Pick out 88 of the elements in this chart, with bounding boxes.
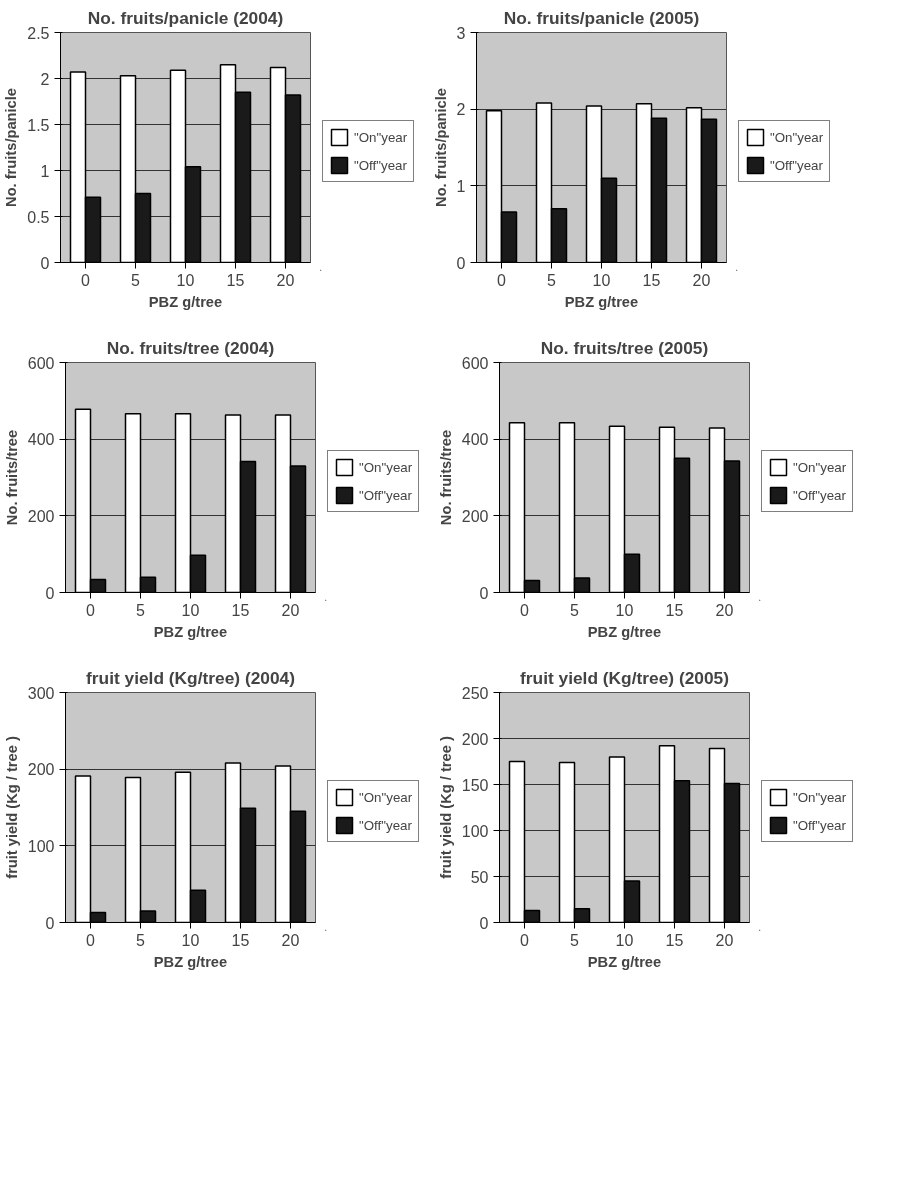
y-axis-title: No. fruits/tree xyxy=(3,429,20,526)
y-tick-label: 300 xyxy=(27,684,55,702)
chart-title: No. fruits/tree (2005) xyxy=(540,337,709,358)
y-tick-label: 250 xyxy=(461,684,489,702)
x-tick-label: 5 xyxy=(570,931,580,949)
y-axis-title: No. fruits/panicle xyxy=(432,88,449,207)
x-axis-title: PBZ g/tree xyxy=(153,953,228,970)
x-tick-label: 15 xyxy=(642,271,661,289)
x-tick-label: 15 xyxy=(226,271,245,289)
y-tick-label: 0 xyxy=(479,584,489,602)
y-tick-label: 600 xyxy=(461,354,489,372)
y-tick-label: 1 xyxy=(40,162,50,180)
y-tick-label: 3 xyxy=(456,24,466,42)
x-axis-title: PBZ g/tree xyxy=(564,293,639,310)
y-tick-label: 0.5 xyxy=(27,208,50,226)
x-tick-label: 10 xyxy=(615,601,634,619)
x-tick-label: 20 xyxy=(281,931,300,949)
x-axis-title: PBZ g/tree xyxy=(587,623,662,640)
x-tick-label: 5 xyxy=(136,931,146,949)
y-tick-label: 200 xyxy=(461,507,489,525)
legend-label: "On"year xyxy=(793,459,847,475)
y-tick-label: 0 xyxy=(456,254,466,272)
y-axis-title: fruit yield (Kg / tree ) xyxy=(437,736,454,879)
x-tick-label: 20 xyxy=(276,271,295,289)
legend-label: "Off"year xyxy=(354,157,407,173)
y-axis-title: fruit yield (Kg / tree ) xyxy=(3,736,20,879)
x-tick-label: 10 xyxy=(592,271,611,289)
y-tick-label: 600 xyxy=(27,354,55,372)
chart-title: fruit yield (Kg/tree) (2005) xyxy=(520,667,729,688)
x-tick-label: 0 xyxy=(520,931,530,949)
x-tick-label: 15 xyxy=(665,931,684,949)
x-tick-label: 0 xyxy=(81,271,91,289)
y-axis-title: No. fruits/tree xyxy=(437,429,454,526)
x-tick-label: 5 xyxy=(136,601,146,619)
x-axis-title: PBZ g/tree xyxy=(148,293,223,310)
y-tick-label: 200 xyxy=(461,730,489,748)
x-tick-label: 15 xyxy=(231,601,250,619)
y-tick-label: 0 xyxy=(40,254,50,272)
legend-label: "Off"year xyxy=(359,487,412,503)
chart-title: No. fruits/panicle (2004) xyxy=(87,7,284,28)
y-tick-label: 100 xyxy=(461,822,489,840)
legend-label: "On"year xyxy=(354,129,408,145)
x-tick-label: 5 xyxy=(570,601,580,619)
y-tick-label: 200 xyxy=(27,761,55,779)
y-tick-label: 50 xyxy=(470,868,489,886)
y-tick-label: 2 xyxy=(40,70,50,88)
legend-label: "On"year xyxy=(359,789,413,805)
legend-label: "Off"year xyxy=(793,487,846,503)
legend-label: "On"year xyxy=(770,129,824,145)
x-tick-label: 10 xyxy=(615,931,634,949)
legend-label: "Off"year xyxy=(359,817,412,833)
y-tick-label: 1.5 xyxy=(27,116,50,134)
y-tick-label: 400 xyxy=(461,431,489,449)
y-tick-label: 0 xyxy=(45,914,55,932)
legend-label: "On"year xyxy=(793,789,847,805)
y-axis-title: No. fruits/panicle xyxy=(3,88,20,207)
chart-title: No. fruits/panicle (2005) xyxy=(503,7,700,28)
y-tick-label: 0 xyxy=(45,584,55,602)
chart-title: No. fruits/tree (2004) xyxy=(106,337,275,358)
y-tick-label: 200 xyxy=(27,507,55,525)
y-tick-label: 2 xyxy=(456,101,466,119)
x-tick-label: 0 xyxy=(497,271,507,289)
legend-label: "Off"year xyxy=(770,157,823,173)
y-tick-label: 400 xyxy=(27,431,55,449)
x-tick-label: 5 xyxy=(131,271,141,289)
x-tick-label: 10 xyxy=(181,601,200,619)
x-tick-label: 20 xyxy=(715,931,734,949)
y-tick-label: 1 xyxy=(456,177,466,195)
x-tick-label: 0 xyxy=(520,601,530,619)
x-tick-label: 10 xyxy=(176,271,195,289)
y-tick-label: 0 xyxy=(479,914,489,932)
x-tick-label: 15 xyxy=(665,601,684,619)
x-tick-label: 15 xyxy=(231,931,250,949)
x-tick-label: 20 xyxy=(692,271,711,289)
x-tick-label: 0 xyxy=(86,931,96,949)
x-tick-label: 0 xyxy=(86,601,96,619)
x-tick-label: 20 xyxy=(281,601,300,619)
y-tick-label: 100 xyxy=(27,837,55,855)
y-tick-label: 2.5 xyxy=(27,24,50,42)
legend-label: "On"year xyxy=(359,459,413,475)
x-tick-label: 10 xyxy=(181,931,200,949)
x-axis-title: PBZ g/tree xyxy=(153,623,228,640)
x-axis-title: PBZ g/tree xyxy=(587,953,662,970)
legend-label: "Off"year xyxy=(793,817,846,833)
x-tick-label: 5 xyxy=(547,271,557,289)
chart-title: fruit yield (Kg/tree) (2004) xyxy=(86,667,295,688)
y-tick-label: 150 xyxy=(461,776,489,794)
x-tick-label: 20 xyxy=(715,601,734,619)
